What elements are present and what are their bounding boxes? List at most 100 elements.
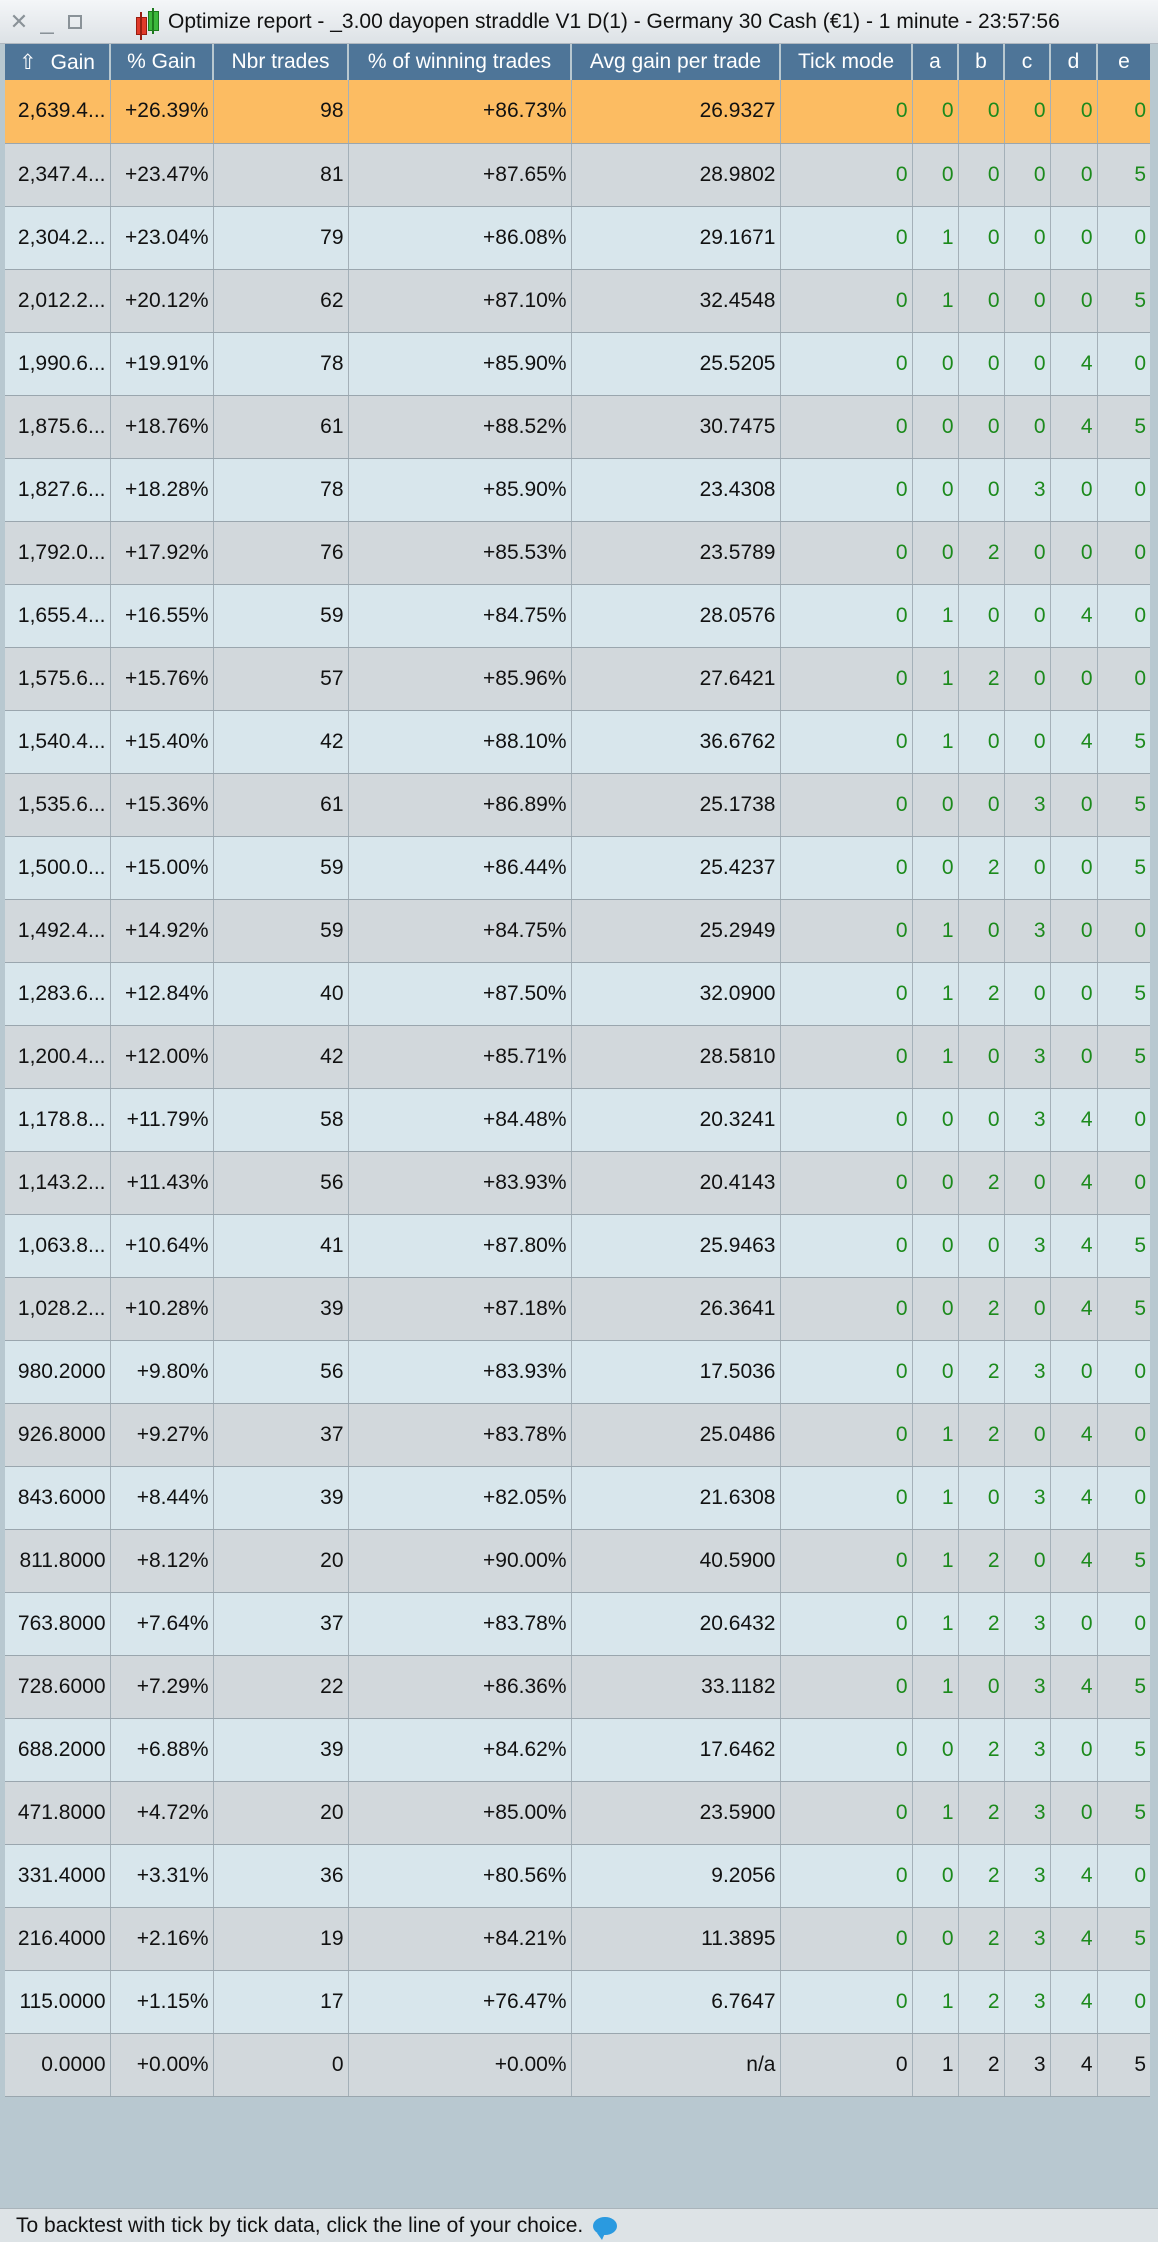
cell-b: 0 bbox=[958, 584, 1005, 648]
table-row[interactable]: 1,028.2... +10.28% 39 +87.18% 26.3641 0 0 2 0 4 5 bbox=[5, 1277, 1150, 1341]
column-header-a[interactable]: a bbox=[912, 44, 959, 80]
cell-e: 5 bbox=[1097, 395, 1150, 459]
table-row[interactable]: 1,575.6... +15.76% 57 +85.96% 27.6421 0 1 2 0 0 0 bbox=[5, 647, 1150, 711]
cell-c: 0 bbox=[1004, 521, 1051, 585]
cell-nbr-trades: 59 bbox=[213, 899, 349, 963]
column-header-tick-mode[interactable]: Tick mode bbox=[780, 44, 913, 80]
table-row[interactable]: 0.0000 +0.00% 0 +0.00% n/a 0 1 2 3 4 5 bbox=[5, 2033, 1150, 2097]
column-header-pct-gain[interactable]: % Gain bbox=[110, 44, 214, 80]
cell-pct-gain: +9.27% bbox=[110, 1403, 214, 1467]
cell-pct-winning: +84.75% bbox=[348, 584, 572, 648]
table-row[interactable]: 1,875.6... +18.76% 61 +88.52% 30.7475 0 0 0 0 4 5 bbox=[5, 395, 1150, 459]
table-row[interactable]: 728.6000 +7.29% 22 +86.36% 33.1182 0 1 0 3 4 5 bbox=[5, 1655, 1150, 1719]
cell-d: 4 bbox=[1050, 1907, 1098, 1971]
cell-a: 0 bbox=[912, 1844, 959, 1908]
cell-pct-winning: +0.00% bbox=[348, 2033, 572, 2097]
cell-pct-winning: +85.90% bbox=[348, 458, 572, 522]
cell-avg-gain: 28.5810 bbox=[571, 1025, 781, 1089]
cell-pct-gain: +26.39% bbox=[110, 80, 214, 144]
table-row[interactable]: 843.6000 +8.44% 39 +82.05% 21.6308 0 1 0 3 4 0 bbox=[5, 1466, 1150, 1530]
cell-gain: 2,347.4... bbox=[5, 143, 111, 207]
table-row[interactable]: 926.8000 +9.27% 37 +83.78% 25.0486 0 1 2 0 4 0 bbox=[5, 1403, 1150, 1467]
minimize-icon[interactable]: _ bbox=[40, 7, 54, 35]
cell-pct-winning: +83.78% bbox=[348, 1403, 572, 1467]
cell-pct-gain: +23.04% bbox=[110, 206, 214, 270]
cell-tick-mode: 0 bbox=[780, 1529, 913, 1593]
maximize-icon[interactable] bbox=[64, 11, 86, 33]
column-header-avg-gain[interactable]: Avg gain per trade bbox=[571, 44, 781, 80]
table-row[interactable]: 2,012.2... +20.12% 62 +87.10% 32.4548 0 1 0 0 0 5 bbox=[5, 269, 1150, 333]
table-row[interactable]: 980.2000 +9.80% 56 +83.93% 17.5036 0 0 2 3 0 0 bbox=[5, 1340, 1150, 1404]
table-row[interactable]: 1,827.6... +18.28% 78 +85.90% 23.4308 0 0 0 3 0 0 bbox=[5, 458, 1150, 522]
cell-c: 0 bbox=[1004, 80, 1051, 144]
column-header-gain[interactable]: ⇧ Gain bbox=[5, 44, 111, 80]
table-row[interactable]: 1,990.6... +19.91% 78 +85.90% 25.5205 0 0 0 0 4 0 bbox=[5, 332, 1150, 396]
cell-nbr-trades: 0 bbox=[213, 2033, 349, 2097]
table-row[interactable]: 1,200.4... +12.00% 42 +85.71% 28.5810 0 1 0 3 0 5 bbox=[5, 1025, 1150, 1089]
cell-avg-gain: 36.6762 bbox=[571, 710, 781, 774]
cell-c: 0 bbox=[1004, 332, 1051, 396]
table-row[interactable]: 1,143.2... +11.43% 56 +83.93% 20.4143 0 0 2 0 4 0 bbox=[5, 1151, 1150, 1215]
table-row[interactable]: 1,535.6... +15.36% 61 +86.89% 25.1738 0 0 0 3 0 5 bbox=[5, 773, 1150, 837]
cell-a: 1 bbox=[912, 1781, 959, 1845]
column-header-e[interactable]: e bbox=[1097, 44, 1150, 80]
cell-e: 5 bbox=[1097, 1529, 1150, 1593]
title-bar: ✕ _ Optimize report - _3.00 dayopen stra… bbox=[0, 0, 1158, 44]
table-row[interactable]: 763.8000 +7.64% 37 +83.78% 20.6432 0 1 2 3 0 0 bbox=[5, 1592, 1150, 1656]
column-header-d[interactable]: d bbox=[1050, 44, 1098, 80]
cell-pct-gain: +18.76% bbox=[110, 395, 214, 459]
cell-a: 1 bbox=[912, 710, 959, 774]
cell-c: 0 bbox=[1004, 836, 1051, 900]
cell-a: 0 bbox=[912, 521, 959, 585]
cell-nbr-trades: 40 bbox=[213, 962, 349, 1026]
table-row[interactable]: 2,639.4... +26.39% 98 +86.73% 26.9327 0 0 0 0 0 0 bbox=[5, 80, 1150, 144]
table-row[interactable]: 1,500.0... +15.00% 59 +86.44% 25.4237 0 0 2 0 0 5 bbox=[5, 836, 1150, 900]
cell-e: 0 bbox=[1097, 521, 1150, 585]
cell-tick-mode: 0 bbox=[780, 1718, 913, 1782]
cell-e: 0 bbox=[1097, 458, 1150, 522]
table-row[interactable]: 216.4000 +2.16% 19 +84.21% 11.3895 0 0 2 3 4 5 bbox=[5, 1907, 1150, 1971]
table-row[interactable]: 1,492.4... +14.92% 59 +84.75% 25.2949 0 1 0 3 0 0 bbox=[5, 899, 1150, 963]
cell-d: 4 bbox=[1050, 1466, 1098, 1530]
cell-e: 5 bbox=[1097, 1907, 1150, 1971]
cell-c: 3 bbox=[1004, 773, 1051, 837]
table-row[interactable]: 471.8000 +4.72% 20 +85.00% 23.5900 0 1 2 3 0 5 bbox=[5, 1781, 1150, 1845]
cell-pct-winning: +87.80% bbox=[348, 1214, 572, 1278]
table-row[interactable]: 811.8000 +8.12% 20 +90.00% 40.5900 0 1 2 0 4 5 bbox=[5, 1529, 1150, 1593]
column-header-pct-winning[interactable]: % of winning trades bbox=[348, 44, 572, 80]
table-row[interactable]: 2,347.4... +23.47% 81 +87.65% 28.9802 0 0 0 0 0 5 bbox=[5, 143, 1150, 207]
cell-avg-gain: 28.9802 bbox=[571, 143, 781, 207]
cell-a: 1 bbox=[912, 1025, 959, 1089]
cell-c: 3 bbox=[1004, 1781, 1051, 1845]
chat-bubble-icon[interactable] bbox=[593, 2216, 618, 2240]
cell-nbr-trades: 17 bbox=[213, 1970, 349, 2034]
cell-d: 4 bbox=[1050, 1970, 1098, 2034]
table-row[interactable]: 1,178.8... +11.79% 58 +84.48% 20.3241 0 0 0 3 4 0 bbox=[5, 1088, 1150, 1152]
cell-c: 3 bbox=[1004, 1970, 1051, 2034]
column-header-c[interactable]: c bbox=[1004, 44, 1051, 80]
column-header-b[interactable]: b bbox=[958, 44, 1005, 80]
table-row[interactable]: 688.2000 +6.88% 39 +84.62% 17.6462 0 0 2 3 0 5 bbox=[5, 1718, 1150, 1782]
cell-b: 0 bbox=[958, 395, 1005, 459]
cell-a: 1 bbox=[912, 206, 959, 270]
cell-c: 0 bbox=[1004, 647, 1051, 711]
table-row[interactable]: 1,655.4... +16.55% 59 +84.75% 28.0576 0 1 0 0 4 0 bbox=[5, 584, 1150, 648]
table-row[interactable]: 2,304.2... +23.04% 79 +86.08% 29.1671 0 1 0 0 0 0 bbox=[5, 206, 1150, 270]
cell-d: 4 bbox=[1050, 2033, 1098, 2097]
cell-b: 0 bbox=[958, 1466, 1005, 1530]
table-row[interactable]: 1,792.0... +17.92% 76 +85.53% 23.5789 0 0 2 0 0 0 bbox=[5, 521, 1150, 585]
table-row[interactable]: 1,283.6... +12.84% 40 +87.50% 32.0900 0 1 2 0 0 5 bbox=[5, 962, 1150, 1026]
table-row[interactable]: 1,063.8... +10.64% 41 +87.80% 25.9463 0 0 0 3 4 5 bbox=[5, 1214, 1150, 1278]
cell-e: 5 bbox=[1097, 836, 1150, 900]
cell-tick-mode: 0 bbox=[780, 773, 913, 837]
column-header-label: c bbox=[1021, 50, 1033, 73]
table-row[interactable]: 331.4000 +3.31% 36 +80.56% 9.2056 0 0 2 3 4 0 bbox=[5, 1844, 1150, 1908]
close-icon[interactable]: ✕ bbox=[9, 8, 29, 34]
cell-b: 2 bbox=[958, 647, 1005, 711]
column-header-nbr-trades[interactable]: Nbr trades bbox=[213, 44, 349, 80]
cell-d: 0 bbox=[1050, 521, 1098, 585]
table-row[interactable]: 115.0000 +1.15% 17 +76.47% 6.7647 0 1 2 3 4 0 bbox=[5, 1970, 1150, 2034]
cell-a: 0 bbox=[912, 395, 959, 459]
table-row[interactable]: 1,540.4... +15.40% 42 +88.10% 36.6762 0 1 0 0 4 5 bbox=[5, 710, 1150, 774]
cell-avg-gain: 20.3241 bbox=[571, 1088, 781, 1152]
